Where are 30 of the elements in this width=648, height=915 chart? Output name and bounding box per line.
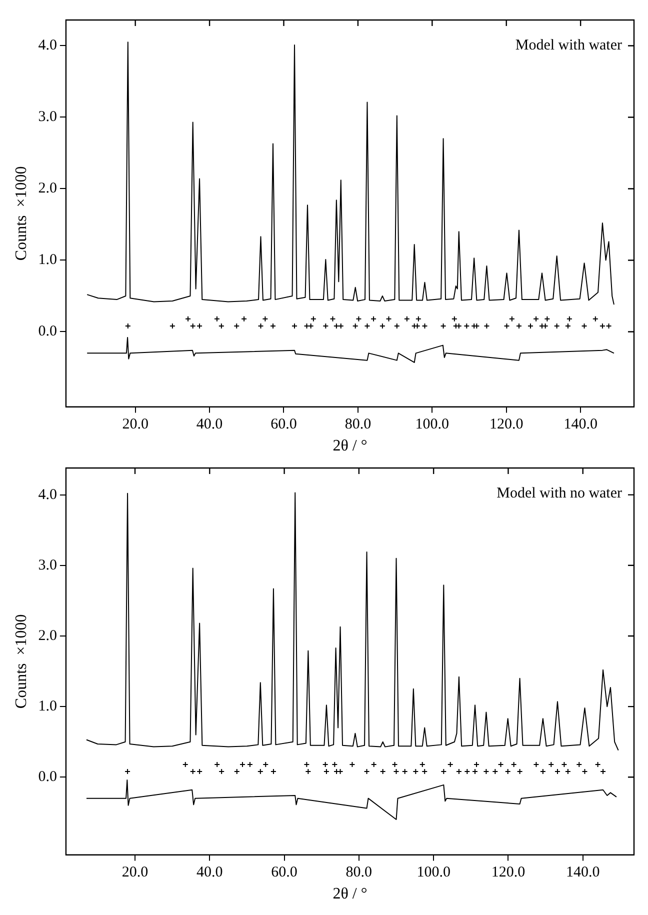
x-tick-label: 100.0	[415, 416, 450, 433]
x-tick-label: 80.0	[346, 864, 372, 881]
y-tick-label: 3.0	[38, 109, 57, 126]
x-tick-label: 80.0	[344, 416, 372, 433]
y-tick-label: 4.0	[38, 486, 57, 503]
y-tick-label: 2.0	[38, 180, 57, 197]
x-tick-label: 20.0	[122, 864, 148, 881]
x-tick-label: 20.0	[122, 416, 148, 433]
x-axis-title: 2θ / °	[332, 886, 368, 903]
x-tick-label: 40.0	[196, 864, 223, 881]
y-tick-label: 1.0	[38, 252, 57, 268]
x-tick-label: 140.0	[564, 416, 598, 433]
y-axis-title: Counts ×1000	[12, 166, 30, 261]
x-tick-label: 120.0	[491, 864, 526, 881]
x-tick-label: 60.0	[270, 416, 297, 433]
y-tick-label: 3.0	[38, 557, 57, 574]
x-axis-title: 2θ / °	[332, 438, 368, 455]
x-tick-label: 100.0	[416, 864, 450, 881]
y-tick-label: 0.0	[38, 324, 57, 340]
x-tick-label: 60.0	[271, 864, 298, 881]
y-tick-label: 0.0	[38, 769, 57, 786]
x-tick-label: 140.0	[566, 864, 600, 881]
annotation: Model with water	[515, 37, 622, 54]
x-tick-label: 40.0	[196, 416, 223, 433]
y-tick-label: 1.0	[38, 698, 57, 715]
x-tick-label: 120.0	[489, 416, 524, 433]
y-axis-title: Counts ×1000	[12, 614, 30, 709]
y-tick-label: 4.0	[38, 38, 57, 54]
y-tick-label: 2.0	[38, 628, 57, 644]
annotation: Model with no water	[496, 485, 622, 502]
